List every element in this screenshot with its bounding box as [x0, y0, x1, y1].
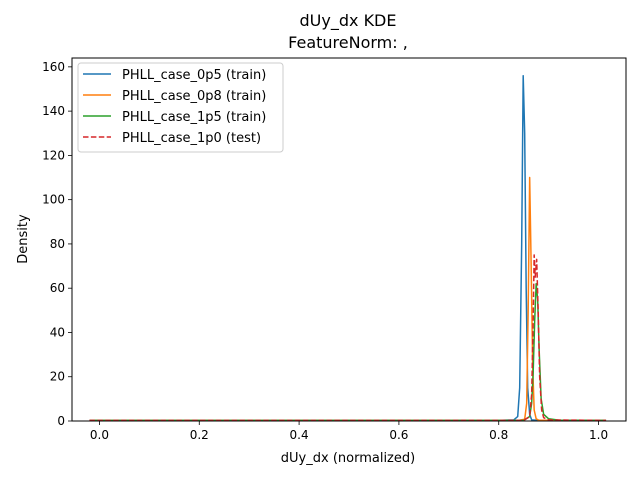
x-tick-label: 0.2 [190, 428, 209, 442]
legend-label-3: PHLL_case_1p5 (train) [122, 110, 266, 125]
legend: PHLL_case_0p5 (train) PHLL_case_0p8 (trai… [77, 62, 284, 153]
legend-frame [77, 62, 284, 153]
x-tick-label: 1.0 [589, 428, 608, 442]
x-tick-label: 0.8 [489, 428, 508, 442]
series-line-4 [89, 254, 607, 422]
y-tick-label: 60 [50, 281, 65, 295]
legend-label-4: PHLL_case_1p0 (test) [122, 131, 261, 146]
plot-frame [71, 57, 627, 422]
legend-label-1: PHLL_case_0p5 (train) [122, 68, 266, 83]
x-tick-label: 0.0 [90, 428, 109, 442]
x-tick-label: 0.4 [290, 428, 309, 442]
y-tick-label: 140 [42, 104, 65, 118]
y-axis-label: Density [16, 214, 31, 264]
chart-title: dUy_dx KDE [300, 11, 397, 31]
y-tick-label: 120 [42, 148, 65, 162]
y-tick-label: 0 [57, 414, 65, 428]
x-axis-ticks: 0.0 0.2 0.4 0.6 0.8 1.0 [90, 421, 608, 442]
x-tick-label: 0.6 [389, 428, 408, 442]
y-tick-label: 40 [50, 325, 65, 339]
y-tick-label: 100 [42, 193, 65, 207]
y-tick-label: 80 [50, 237, 65, 251]
y-tick-label: 20 [50, 370, 65, 384]
y-axis-ticks: 0 20 40 60 80 100 120 140 160 [42, 60, 72, 428]
series-line-2 [89, 176, 607, 422]
y-tick-label: 160 [42, 60, 65, 74]
legend-label-2: PHLL_case_0p8 (train) [122, 89, 266, 104]
plot-lines [89, 74, 607, 422]
x-axis-label: dUy_dx (normalized) [281, 451, 415, 466]
chart-subtitle: FeatureNorm: , [288, 33, 408, 52]
